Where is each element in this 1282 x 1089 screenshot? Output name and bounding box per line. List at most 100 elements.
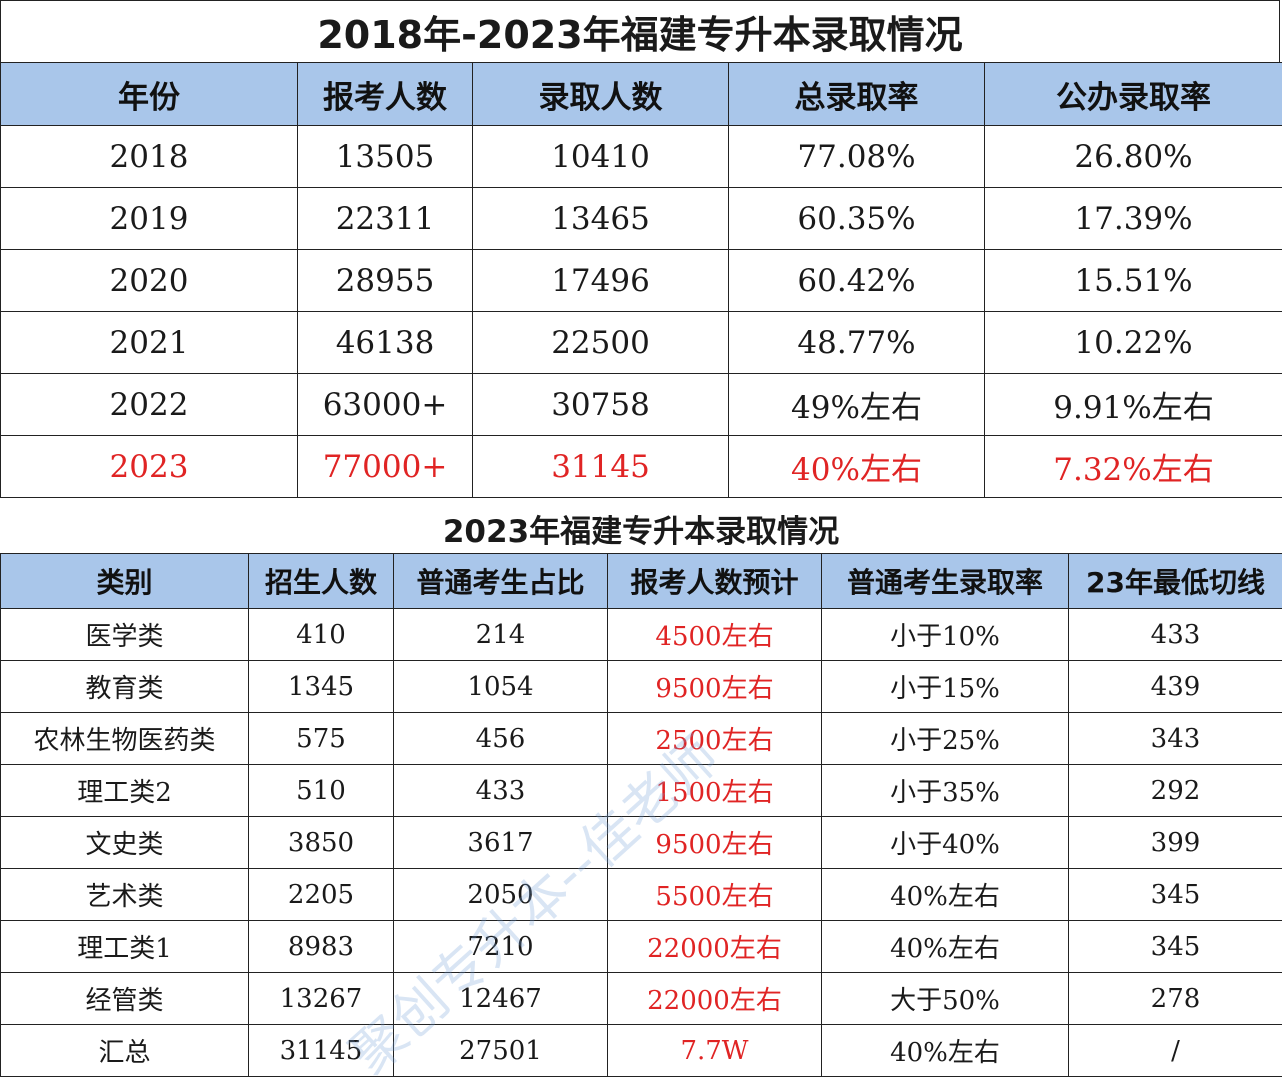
cell-applicants-estimate: 22000左右	[608, 973, 822, 1025]
cell-category: 理工类1	[1, 921, 249, 973]
cell-public-rate: 26.80%	[985, 126, 1282, 188]
cell-regular-share: 12467	[394, 973, 608, 1025]
table-row: 文史类 3850 3617 9500左右 小于40% 399	[1, 817, 1282, 869]
header-min-cutoff: 23年最低切线	[1069, 554, 1282, 609]
cell-applicants-estimate: 4500左右	[608, 609, 822, 661]
cell-enrollment: 510	[249, 765, 394, 817]
table-row-total: 汇总 31145 27501 7.7W 40%左右 /	[1, 1025, 1282, 1077]
cell-min-cutoff: 433	[1069, 609, 1282, 661]
cell-total-rate: 60.35%	[729, 188, 985, 250]
cell-year: 2019	[1, 188, 298, 250]
cell-category: 文史类	[1, 817, 249, 869]
cell-public-rate: 17.39%	[985, 188, 1282, 250]
cell-total-rate: 77.08%	[729, 126, 985, 188]
cell-regular-share: 433	[394, 765, 608, 817]
header-regular-rate: 普通考生录取率	[822, 554, 1069, 609]
cell-applicants: 28955	[298, 250, 473, 312]
cell-year: 2020	[1, 250, 298, 312]
table-row: 2020 28955 17496 60.42% 15.51%	[1, 250, 1282, 312]
table-header-row: 年份 报考人数 录取人数 总录取率 公办录取率	[1, 63, 1282, 126]
table-row: 2021 46138 22500 48.77% 10.22%	[1, 312, 1282, 374]
cell-regular-rate: 小于40%	[822, 817, 1069, 869]
header-applicants: 报考人数	[298, 63, 473, 126]
cell-regular-share: 1054	[394, 661, 608, 713]
cell-regular-share: 7210	[394, 921, 608, 973]
cell-min-cutoff: 292	[1069, 765, 1282, 817]
table-row: 2018 13505 10410 77.08% 26.80%	[1, 126, 1282, 188]
cell-regular-share: 456	[394, 713, 608, 765]
cell-applicants-estimate: 5500左右	[608, 869, 822, 921]
cell-regular-rate: 小于35%	[822, 765, 1069, 817]
cell-min-cutoff: 439	[1069, 661, 1282, 713]
cell-category: 农林生物医药类	[1, 713, 249, 765]
cell-category: 经管类	[1, 973, 249, 1025]
page-title: 2018年-2023年福建专升本录取情况	[0, 0, 1280, 62]
header-enrollment: 招生人数	[249, 554, 394, 609]
cell-admitted: 13465	[473, 188, 729, 250]
cell-regular-rate: 大于50%	[822, 973, 1069, 1025]
cell-enrollment: 2205	[249, 869, 394, 921]
cell-admitted: 22500	[473, 312, 729, 374]
header-admitted: 录取人数	[473, 63, 729, 126]
cell-applicants: 13505	[298, 126, 473, 188]
admission-table-2023-by-category: 类别 招生人数 普通考生占比 报考人数预计 普通考生录取率 23年最低切线 医学…	[0, 553, 1282, 1077]
cell-public-rate: 10.22%	[985, 312, 1282, 374]
cell-total-rate: 40%左右	[729, 436, 985, 498]
cell-admitted: 30758	[473, 374, 729, 436]
cell-enrollment: 410	[249, 609, 394, 661]
cell-total-rate: 49%左右	[729, 374, 985, 436]
cell-category: 理工类2	[1, 765, 249, 817]
table-row: 2019 22311 13465 60.35% 17.39%	[1, 188, 1282, 250]
cell-public-rate: 15.51%	[985, 250, 1282, 312]
table-row: 教育类 1345 1054 9500左右 小于15% 439	[1, 661, 1282, 713]
cell-enrollment: 1345	[249, 661, 394, 713]
cell-regular-rate: 40%左右	[822, 921, 1069, 973]
admission-table-2018-2023: 年份 报考人数 录取人数 总录取率 公办录取率 2018 13505 10410…	[0, 62, 1282, 498]
cell-public-rate: 9.91%左右	[985, 374, 1282, 436]
cell-admitted: 10410	[473, 126, 729, 188]
table-row: 艺术类 2205 2050 5500左右 40%左右 345	[1, 869, 1282, 921]
cell-applicants: 46138	[298, 312, 473, 374]
table-row: 医学类 410 214 4500左右 小于10% 433	[1, 609, 1282, 661]
cell-min-cutoff: 345	[1069, 921, 1282, 973]
cell-regular-share: 214	[394, 609, 608, 661]
header-public-rate: 公办录取率	[985, 63, 1282, 126]
table-row: 2022 63000+ 30758 49%左右 9.91%左右	[1, 374, 1282, 436]
cell-total-rate: 60.42%	[729, 250, 985, 312]
cell-regular-rate: 40%左右	[822, 1025, 1069, 1077]
header-total-rate: 总录取率	[729, 63, 985, 126]
cell-applicants-estimate: 9500左右	[608, 817, 822, 869]
table-row: 理工类1 8983 7210 22000左右 40%左右 345	[1, 921, 1282, 973]
cell-applicants-estimate: 2500左右	[608, 713, 822, 765]
cell-regular-share: 2050	[394, 869, 608, 921]
cell-year: 2022	[1, 374, 298, 436]
cell-regular-share: 3617	[394, 817, 608, 869]
cell-min-cutoff: 343	[1069, 713, 1282, 765]
cell-category: 教育类	[1, 661, 249, 713]
header-regular-share: 普通考生占比	[394, 554, 608, 609]
cell-applicants-estimate: 7.7W	[608, 1025, 822, 1077]
table-header-row: 类别 招生人数 普通考生占比 报考人数预计 普通考生录取率 23年最低切线	[1, 554, 1282, 609]
cell-enrollment: 3850	[249, 817, 394, 869]
cell-regular-rate: 40%左右	[822, 869, 1069, 921]
cell-min-cutoff: /	[1069, 1025, 1282, 1077]
cell-enrollment: 31145	[249, 1025, 394, 1077]
header-year: 年份	[1, 63, 298, 126]
cell-regular-rate: 小于15%	[822, 661, 1069, 713]
cell-public-rate: 7.32%左右	[985, 436, 1282, 498]
cell-min-cutoff: 278	[1069, 973, 1282, 1025]
cell-regular-share: 27501	[394, 1025, 608, 1077]
cell-admitted: 17496	[473, 250, 729, 312]
cell-year: 2018	[1, 126, 298, 188]
cell-category: 汇总	[1, 1025, 249, 1077]
cell-year: 2021	[1, 312, 298, 374]
header-applicants-estimate: 报考人数预计	[608, 554, 822, 609]
section-subtitle: 2023年福建专升本录取情况	[0, 503, 1282, 553]
cell-min-cutoff: 399	[1069, 817, 1282, 869]
cell-applicants: 77000+	[298, 436, 473, 498]
cell-admitted: 31145	[473, 436, 729, 498]
table-row: 理工类2 510 433 1500左右 小于35% 292	[1, 765, 1282, 817]
cell-enrollment: 13267	[249, 973, 394, 1025]
table-row: 经管类 13267 12467 22000左右 大于50% 278	[1, 973, 1282, 1025]
header-category: 类别	[1, 554, 249, 609]
